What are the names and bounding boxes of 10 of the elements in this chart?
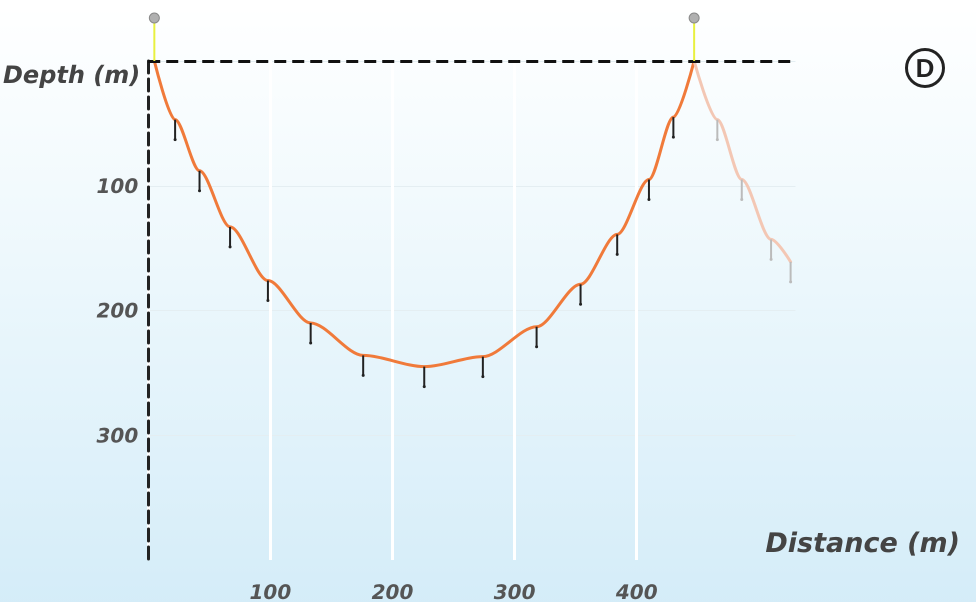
- y-tick-label: 200: [96, 298, 138, 322]
- y-tick-label: 100: [96, 174, 138, 198]
- text: D: [905, 48, 945, 88]
- x-tick-label: 400: [614, 580, 658, 602]
- x-tick-label: 100: [249, 580, 292, 602]
- y-tick-label: 300: [96, 423, 138, 448]
- x-tick-label: 300: [494, 580, 536, 602]
- x-tick-label: 200: [372, 580, 414, 602]
- x-axis-title: Distance (m): [765, 528, 960, 559]
- y-axis-title: Depth (m): [2, 61, 140, 89]
